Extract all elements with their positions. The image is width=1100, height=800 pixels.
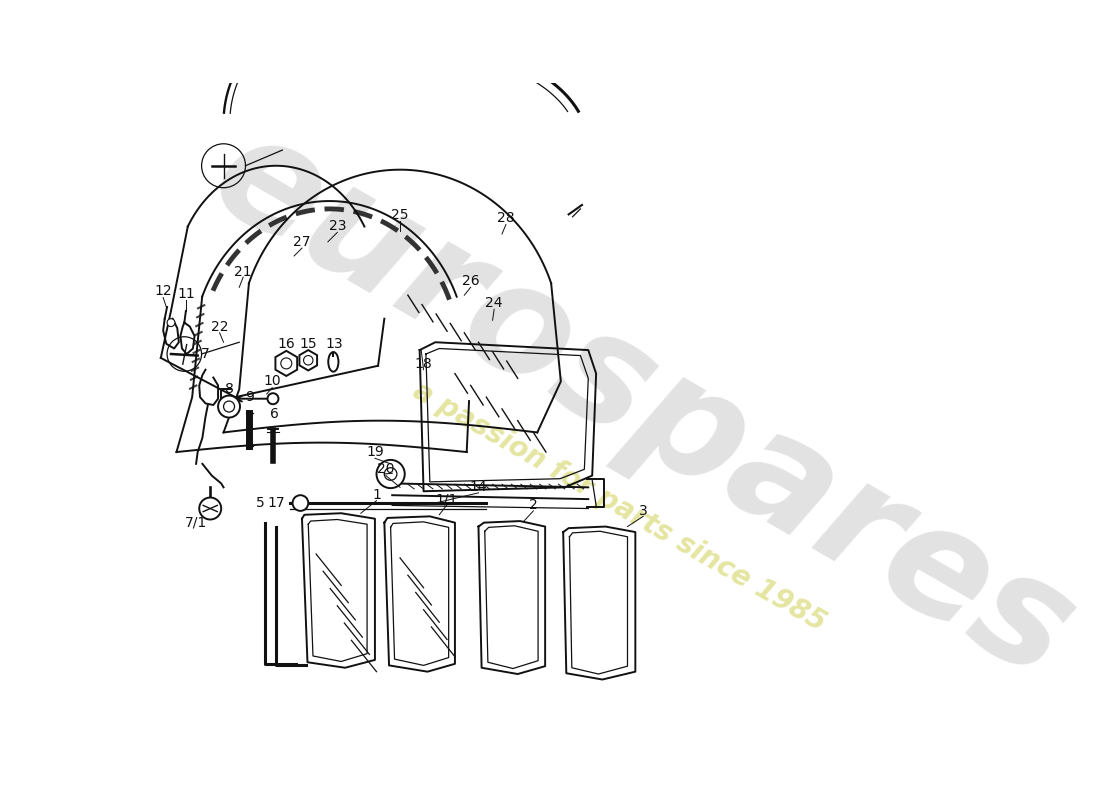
Ellipse shape bbox=[328, 352, 339, 372]
Text: 18: 18 bbox=[415, 357, 432, 371]
Circle shape bbox=[293, 495, 308, 511]
Text: 23: 23 bbox=[329, 219, 346, 233]
Text: 22: 22 bbox=[211, 319, 229, 334]
Text: 28: 28 bbox=[497, 211, 515, 226]
Text: 2: 2 bbox=[529, 498, 538, 512]
Text: 14: 14 bbox=[470, 480, 487, 494]
Circle shape bbox=[218, 395, 240, 418]
Text: 19: 19 bbox=[366, 445, 384, 459]
Text: 5: 5 bbox=[256, 496, 265, 510]
Text: 27: 27 bbox=[294, 235, 310, 249]
Text: 17: 17 bbox=[267, 496, 285, 510]
Text: a passion for parts since 1985: a passion for parts since 1985 bbox=[408, 377, 830, 637]
Text: 24: 24 bbox=[485, 296, 503, 310]
Text: 10: 10 bbox=[263, 374, 280, 389]
Text: 26: 26 bbox=[462, 274, 480, 288]
Text: 13: 13 bbox=[326, 337, 343, 351]
Text: 25: 25 bbox=[392, 208, 409, 222]
Text: 15: 15 bbox=[299, 337, 317, 351]
Text: 7: 7 bbox=[201, 347, 210, 361]
Circle shape bbox=[167, 318, 175, 326]
Text: 1: 1 bbox=[372, 488, 381, 502]
Text: 3: 3 bbox=[639, 504, 648, 518]
Text: 21: 21 bbox=[234, 265, 252, 278]
Text: 6: 6 bbox=[271, 407, 279, 422]
Text: 11: 11 bbox=[177, 286, 195, 301]
Text: 20: 20 bbox=[377, 462, 395, 476]
Text: eurospares: eurospares bbox=[188, 99, 1099, 711]
Circle shape bbox=[376, 460, 405, 488]
Text: 7/1: 7/1 bbox=[185, 516, 207, 530]
Text: 1/1: 1/1 bbox=[436, 492, 459, 506]
Text: 8: 8 bbox=[224, 382, 233, 396]
Circle shape bbox=[267, 394, 278, 404]
Text: 9: 9 bbox=[245, 390, 254, 404]
Text: 16: 16 bbox=[277, 337, 295, 351]
Text: 12: 12 bbox=[154, 284, 172, 298]
Circle shape bbox=[199, 498, 221, 519]
